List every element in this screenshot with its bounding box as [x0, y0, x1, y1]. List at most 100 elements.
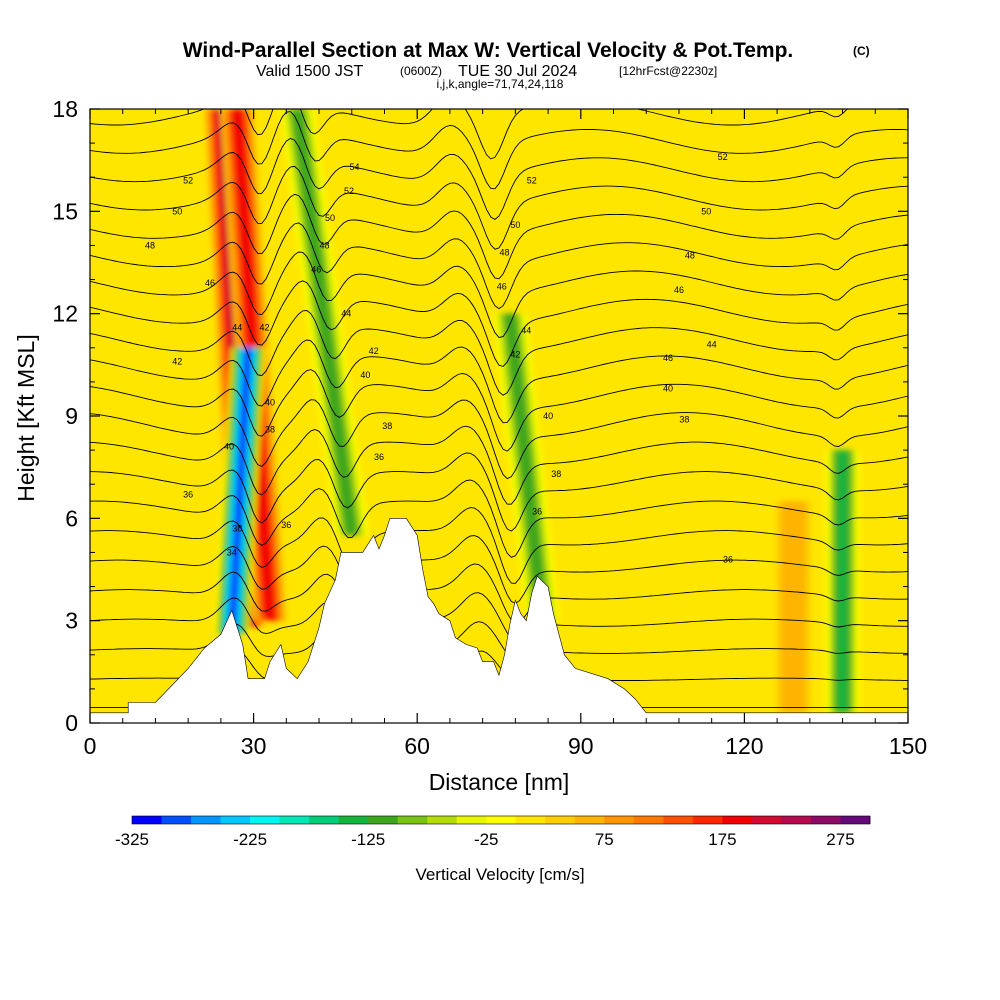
- colorbar-swatch: [132, 816, 162, 824]
- colorbar-swatch: [250, 816, 280, 824]
- colorbar-swatch: [545, 816, 576, 824]
- valid-zulu: (0600Z): [400, 64, 442, 78]
- contour-label: 52: [183, 176, 193, 186]
- x-tick-label: 0: [84, 733, 97, 759]
- valid-time-line: Valid 1500 JST (0600Z) TUE 30 Jul 2024 […: [256, 63, 717, 80]
- contour-label: 40: [543, 411, 553, 421]
- contour-label-text: 40: [543, 411, 553, 421]
- theta-contour: [90, 399, 908, 480]
- colorbar-swatch: [161, 816, 192, 824]
- contour-label-text: 46: [497, 281, 507, 291]
- contour-label-text: 40: [224, 442, 234, 452]
- contour-label-text: 46: [674, 285, 684, 295]
- colorbar-swatch: [633, 816, 664, 824]
- contour-label-text: 52: [183, 176, 193, 186]
- colorbar-swatch: [692, 816, 723, 824]
- contour-label: 48: [499, 247, 509, 257]
- contour-label: 38: [232, 524, 242, 534]
- colorbar-tick-label: 275: [826, 830, 854, 849]
- y-tick-label: 9: [65, 403, 78, 429]
- y-tick-label: 0: [65, 710, 78, 736]
- contour-label: 42: [510, 350, 520, 360]
- contour-label: 44: [521, 326, 531, 336]
- x-tick-label: 30: [241, 733, 267, 759]
- theta-contour: [90, 310, 908, 396]
- velocity-band-downdraft-2-11: [227, 347, 253, 635]
- contour-label: 38: [382, 421, 392, 431]
- colorbar-swatch: [515, 816, 546, 824]
- colorbar-swatch: [368, 816, 399, 824]
- forecast-info: [12hrFcst@2230z]: [619, 64, 717, 78]
- contour-label: 46: [663, 353, 673, 363]
- x-tick-label: 150: [889, 733, 927, 759]
- theta-contours: [90, 109, 908, 709]
- contour-label-text: 46: [311, 264, 321, 274]
- contour-label-text: 42: [369, 346, 379, 356]
- contour-label-text: 34: [227, 547, 237, 557]
- colorbar-swatch: [191, 816, 221, 824]
- copyright-mark: (C): [853, 44, 870, 58]
- contour-label: 46: [674, 285, 684, 295]
- colorbar-swatch: [781, 816, 812, 824]
- contour-label-text: 36: [723, 554, 733, 564]
- contour-label-text: 44: [232, 322, 242, 332]
- colorbar-swatch: [338, 816, 369, 824]
- theta-contour: [90, 369, 908, 452]
- colorbar-tick-label: -225: [233, 830, 267, 849]
- contour-label: 42: [172, 356, 182, 366]
- colorbar-swatch: [456, 816, 487, 824]
- contour-label: 52: [718, 152, 728, 162]
- contour-label-text: 38: [265, 425, 275, 435]
- theta-contour: [90, 339, 908, 424]
- contour-label-text: 52: [527, 176, 537, 186]
- contour-label-text: 40: [265, 397, 275, 407]
- colorbar-tick-label: -25: [474, 830, 499, 849]
- colorbar-swatch: [604, 816, 635, 824]
- x-tick-label: 60: [404, 733, 430, 759]
- contour-label-text: 38: [382, 421, 392, 431]
- theta-contour: [90, 479, 908, 558]
- x-tick-label: 120: [725, 733, 763, 759]
- x-axis-label: Distance [nm]: [429, 769, 570, 795]
- y-axis-label: Height [Kft MSL]: [13, 334, 39, 501]
- y-tick-label: 3: [65, 608, 78, 634]
- colorbar-swatch: [220, 816, 251, 824]
- colorbar-swatch: [663, 816, 694, 824]
- colorbar: -325 -225 -125 -25 75 175 275: [115, 815, 871, 849]
- contour-label-text: 52: [718, 152, 728, 162]
- y-tick-label: 18: [52, 96, 78, 122]
- contour-label-text: 46: [663, 353, 673, 363]
- contour-label: 52: [527, 176, 537, 186]
- theta-contour: [90, 507, 908, 584]
- contour-label-text: 38: [232, 524, 242, 534]
- contour-label-text: 48: [685, 251, 695, 261]
- contour-label: 50: [701, 206, 711, 216]
- theta-contour: [90, 535, 908, 604]
- colorbar-label: Vertical Velocity [cm/s]: [415, 865, 584, 884]
- contour-label: 42: [259, 322, 269, 332]
- colorbar-swatch: [427, 816, 458, 824]
- colorbar-swatch: [279, 816, 310, 824]
- plot-area: 52 50 48 46 44 42 36 42 40 38 34 40 38 36 54 52 50 48 46 44…: [90, 109, 908, 723]
- contour-label: 38: [265, 425, 275, 435]
- contour-label-text: 42: [259, 322, 269, 332]
- velocity-band-downdraft-4-4: [504, 313, 549, 621]
- contour-label: 50: [510, 220, 520, 230]
- contour-label: 36: [374, 452, 384, 462]
- colorbar-swatch: [840, 816, 871, 824]
- contour-label: 36: [281, 520, 291, 530]
- valid-prefix: Valid 1500 JST: [256, 63, 364, 80]
- theta-contour: [90, 592, 908, 644]
- y-tick-label: 6: [65, 505, 78, 531]
- theta-contour: [90, 222, 908, 310]
- colorbar-tick-label: -325: [115, 830, 149, 849]
- contour-label: 54: [349, 162, 359, 172]
- contour-label-text: 42: [172, 356, 182, 366]
- colorbar-frame: [131, 815, 871, 825]
- contour-label-text: 48: [499, 247, 509, 257]
- colorbar-swatch: [751, 816, 782, 824]
- colorbar-swatch: [574, 816, 605, 824]
- colorbar-tick-label: 75: [595, 830, 614, 849]
- theta-contour: [90, 425, 908, 505]
